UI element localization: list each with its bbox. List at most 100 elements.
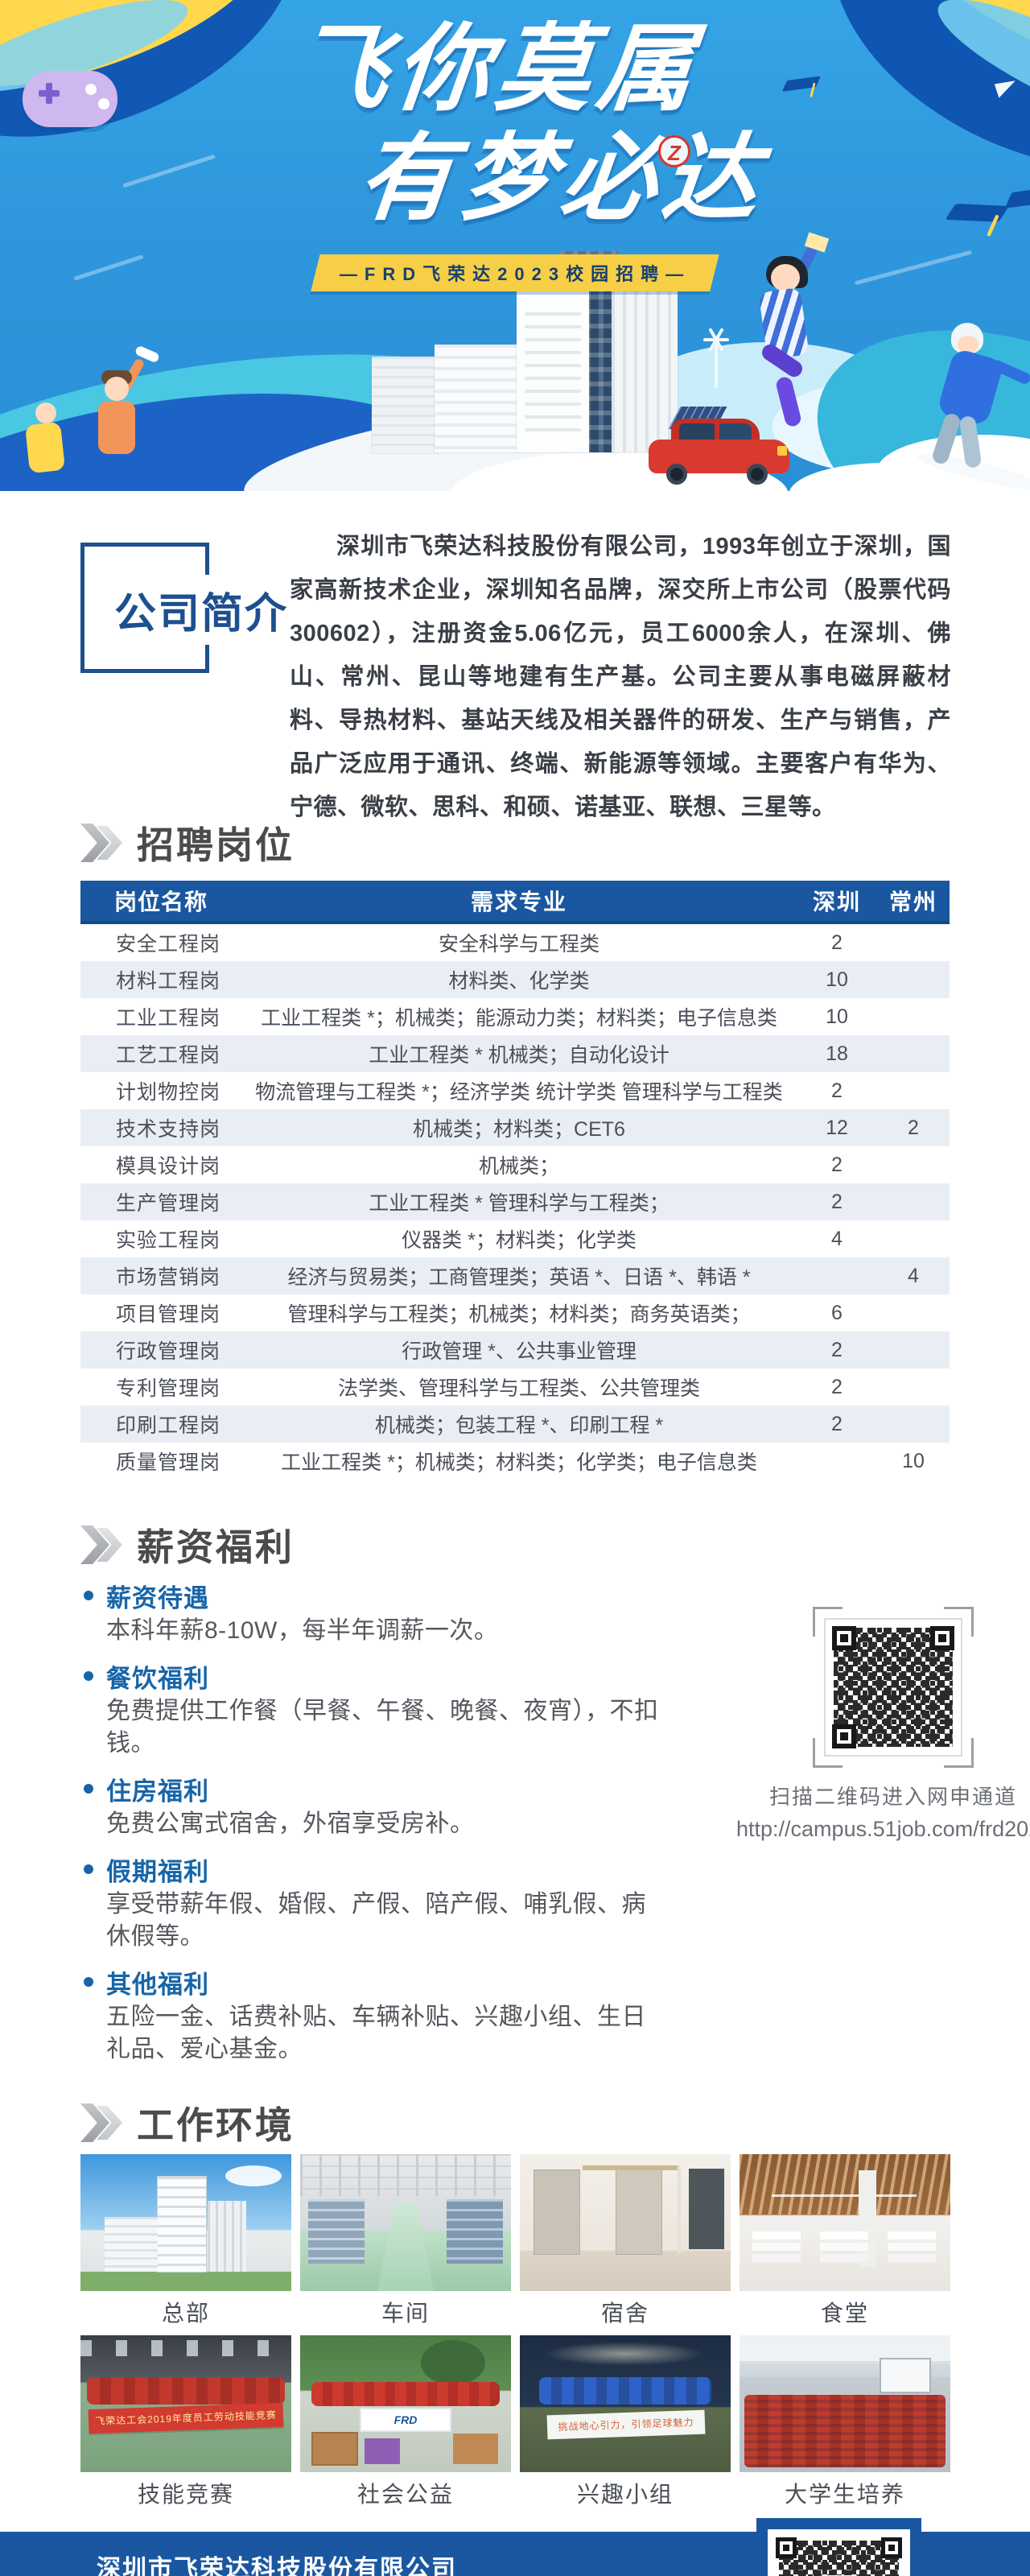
job-position-cell: 模具设计岗 xyxy=(116,1155,221,1178)
banner-title-line1: 飞你莫属 xyxy=(288,16,706,122)
speed-line xyxy=(854,250,973,286)
jobs-section-header: 招聘岗位 xyxy=(80,818,950,868)
photo-detail xyxy=(300,2154,511,2196)
game-controller-illustration xyxy=(23,71,117,127)
benefit-description: 免费公寓式宿舍，外宿享受房补。 xyxy=(106,1810,475,1837)
photo-detail xyxy=(105,2217,158,2272)
photo-detail xyxy=(881,2359,929,2392)
job-majors-cell: 工业工程类 *；机械类；能源动力类；材料类；电子信息类 xyxy=(261,1007,777,1030)
environment-photo-card: 总部 xyxy=(80,2154,291,2335)
environment-photo-card: 挑战地心引力，引领足球魅力 兴趣小组 xyxy=(520,2335,731,2516)
photo-detail xyxy=(311,2382,500,2406)
photo-detail xyxy=(313,2434,356,2464)
photo-caption: 技能竞赛 xyxy=(137,2482,234,2507)
table-row: 实验工程岗 仪器类 *；材料类；化学类 4 xyxy=(80,1220,950,1257)
job-position-cell: 生产管理岗 xyxy=(116,1192,221,1215)
job-majors-cell: 管理科学与工程类；机械类；材料类；商务英语类； xyxy=(287,1303,751,1326)
job-changzhou-count-cell: 10 xyxy=(902,1449,925,1472)
photo-detail xyxy=(678,2165,681,2254)
apply-url-link[interactable]: http://campus.51job.com/frd2023 xyxy=(736,1817,1030,1841)
photo-detail xyxy=(820,2231,868,2240)
job-shenzhen-count-cell: 12 xyxy=(826,1116,848,1139)
bullet-dot-icon xyxy=(84,1864,93,1874)
jobs-section: 招聘岗位 岗位名称 需求专业 深圳 常州 安全工程岗 安全科学与工程类 2 材料工程岗 材料类… xyxy=(80,818,950,1480)
table-row: 工艺工程岗 工业工程类 * 机械类；自动化设计 18 xyxy=(80,1035,950,1072)
job-majors-cell: 工业工程类 * 机械类；自动化设计 xyxy=(369,1044,670,1067)
benefits-section: 薪资福利 薪资待遇 本科年薪8-10W，每半年调薪一次。 餐饮福利 免费提供工作餐（早… xyxy=(80,1520,1030,2066)
photo-banner-text: FRD xyxy=(393,2413,418,2426)
job-table-column-header: 常州 xyxy=(888,890,937,914)
building-illustration xyxy=(612,291,678,452)
photo-detail xyxy=(87,2377,285,2405)
job-position-cell: 项目管理岗 xyxy=(116,1303,221,1326)
job-shenzhen-count-cell: 18 xyxy=(826,1042,848,1065)
environment-section: 工作环境 总部 车间 宿舍 食堂飞荣达工会2019年度员工劳动技能竞赛技能竞赛 FRD 社… xyxy=(80,2098,950,2516)
benefit-list: 薪资待遇 本科年薪8-10W，每半年调薪一次。 餐饮福利 免费提供工作餐（早餐、午餐、… xyxy=(80,1578,668,2066)
benefit-description: 享受带薪年假、婚假、产假、陪产假、哺乳假、病休假等。 xyxy=(106,1891,646,1950)
job-majors-cell: 仪器类 *；材料类；化学类 xyxy=(402,1229,637,1252)
environment-photo-card: 宿舍 xyxy=(520,2154,731,2335)
photo-caption: 车间 xyxy=(381,2301,430,2326)
photo-detail xyxy=(859,2170,876,2267)
environment-photo-card: FRD 社会公益 xyxy=(300,2335,511,2516)
intro-label: 公司简介 xyxy=(111,575,297,645)
table-row: 工业工程岗 工业工程类 *；机械类；能源动力类；材料类；电子信息类 10 xyxy=(80,998,950,1035)
photo-detail xyxy=(752,2231,801,2240)
photo-hobby: 挑战地心引力，引领足球魅力 xyxy=(520,2335,731,2472)
job-position-cell: 印刷工程岗 xyxy=(116,1414,221,1437)
benefit-item: 住房福利免费公寓式宿舍，外宿享受房补。 xyxy=(80,1771,668,1840)
photo-banner: FRD xyxy=(361,2409,450,2430)
bullet-dot-icon xyxy=(84,1977,93,1987)
bullet-dot-icon xyxy=(84,1784,93,1794)
table-row: 安全工程岗 安全科学与工程类 2 xyxy=(80,924,950,961)
company-intro-section: 公司简介 深圳市飞荣达科技股份有限公司，1993年创立于深圳，国家高新技术企业，… xyxy=(0,525,1030,820)
benefit-item: 假期福利 享受带薪年假、婚假、产假、陪产假、哺乳假、病休假等。 xyxy=(80,1852,668,1953)
photo-detail xyxy=(377,2202,434,2291)
photo-detail xyxy=(158,2177,206,2272)
photo-banner-text: 飞荣达工会2019年度员工劳动技能竞赛 xyxy=(94,2409,278,2427)
table-row: 材料工程岗 材料类、化学类 10 xyxy=(80,961,950,998)
footer: 深圳市飞荣达科技股份有限公司 ⌂ 广东省深圳市光明区玉塘南林路飞荣达新材料产业园… xyxy=(0,2518,1030,2576)
photo-detail xyxy=(772,2194,917,2197)
frd-logo-badge: Z xyxy=(658,135,690,167)
benefit-title-text: 薪资待遇 xyxy=(106,1583,209,1612)
campus-recruitment-ribbon: —FRD飞荣达2023校园招聘— xyxy=(311,254,719,291)
photo-detail xyxy=(583,2165,679,2170)
photo-detail xyxy=(80,2340,291,2356)
job-position-cell: 安全工程岗 xyxy=(116,933,221,956)
job-majors-cell: 机械类； xyxy=(478,1155,559,1178)
job-majors-cell: 物流管理与工程类 *；经济学类 统计学类 管理科学与工程类 xyxy=(255,1081,783,1104)
benefit-title-text: 其他福利 xyxy=(106,1970,209,1999)
benefit-title: 餐饮福利 xyxy=(80,1658,668,1694)
environment-photo-card: 食堂 xyxy=(740,2154,950,2335)
job-majors-cell: 经济与贸易类；工商管理类；英语 *、日语 *、韩语 * xyxy=(287,1266,751,1289)
table-row: 生产管理岗 工业工程类 * 管理科学与工程类； 2 xyxy=(80,1183,950,1220)
benefit-item: 薪资待遇 本科年薪8-10W，每半年调薪一次。 xyxy=(80,1578,668,1647)
photo-detail xyxy=(453,2434,498,2464)
job-position-cell: 实验工程岗 xyxy=(116,1229,221,1252)
benefit-title: 住房福利 xyxy=(80,1771,668,1806)
photo-detail xyxy=(544,2342,705,2366)
environment-photo-card: 车间 xyxy=(300,2154,511,2335)
chevron-right-icon xyxy=(80,2103,122,2142)
benefits-section-header: 薪资福利 xyxy=(80,1520,950,1570)
job-position-cell: 工艺工程岗 xyxy=(116,1044,221,1067)
table-row: 计划物控岗 物流管理与工程类 *；经济学类 统计学类 管理科学与工程类 2 xyxy=(80,1072,950,1109)
job-position-cell: 质量管理岗 xyxy=(116,1451,221,1474)
photo-caption: 大学生培养 xyxy=(784,2482,905,2507)
job-position-cell: 行政管理岗 xyxy=(116,1340,221,1363)
table-row: 市场营销岗 经济与贸易类；工商管理类；英语 *、日语 *、韩语 * 4 xyxy=(80,1257,950,1294)
environment-section-title: 工作环境 xyxy=(137,2104,295,2146)
environment-section-header: 工作环境 xyxy=(80,2098,950,2148)
job-shenzhen-count-cell: 2 xyxy=(831,1079,843,1102)
bullet-dot-icon xyxy=(84,1671,93,1681)
cheering-student-illustration xyxy=(77,345,174,491)
photo-detail xyxy=(308,2199,365,2264)
table-row: 技术支持岗 机械类；材料类；CET6 12 2 xyxy=(80,1109,950,1146)
benefit-title-text: 住房福利 xyxy=(106,1777,209,1806)
job-shenzhen-count-cell: 4 xyxy=(831,1227,843,1250)
wind-turbine-illustration xyxy=(694,328,739,393)
table-row: 质量管理岗 工业工程类 *；机械类；材料类；化学类；电子信息类 10 xyxy=(80,1443,950,1480)
bullet-dot-icon xyxy=(84,1591,93,1600)
job-table-body: 安全工程岗 安全科学与工程类 2 材料工程岗 材料类、化学类 10 工业工程岗 工业工程类 *… xyxy=(80,924,950,1480)
